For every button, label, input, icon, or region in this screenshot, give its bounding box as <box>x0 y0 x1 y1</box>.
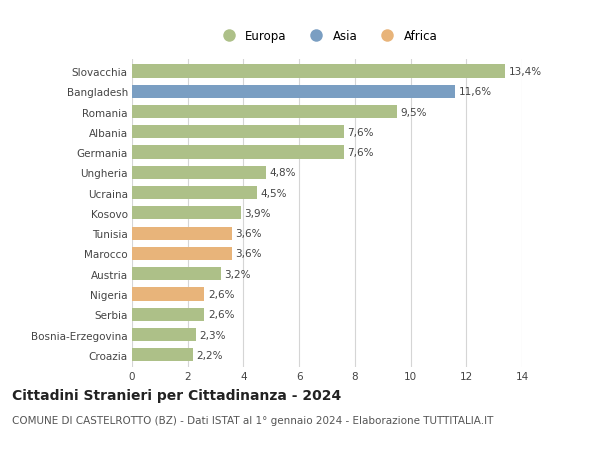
Text: 3,6%: 3,6% <box>236 249 262 259</box>
Legend: Europa, Asia, Africa: Europa, Asia, Africa <box>212 25 442 48</box>
Text: 4,8%: 4,8% <box>269 168 296 178</box>
Bar <box>132 167 266 179</box>
Bar <box>132 308 205 321</box>
Bar <box>132 247 232 260</box>
Text: 3,6%: 3,6% <box>236 229 262 239</box>
Bar <box>132 106 397 119</box>
Bar <box>132 187 257 200</box>
Bar <box>132 146 344 159</box>
Text: 11,6%: 11,6% <box>458 87 491 97</box>
Bar <box>132 227 232 240</box>
Text: 7,6%: 7,6% <box>347 148 374 158</box>
Bar <box>132 268 221 281</box>
Bar <box>132 288 205 301</box>
Text: 7,6%: 7,6% <box>347 128 374 138</box>
Text: 13,4%: 13,4% <box>509 67 542 77</box>
Text: 3,2%: 3,2% <box>224 269 251 279</box>
Text: 3,9%: 3,9% <box>244 208 271 218</box>
Text: COMUNE DI CASTELROTTO (BZ) - Dati ISTAT al 1° gennaio 2024 - Elaborazione TUTTIT: COMUNE DI CASTELROTTO (BZ) - Dati ISTAT … <box>12 415 493 425</box>
Text: 2,6%: 2,6% <box>208 310 234 319</box>
Bar <box>132 207 241 220</box>
Text: 4,5%: 4,5% <box>260 188 287 198</box>
Bar <box>132 126 344 139</box>
Text: 2,2%: 2,2% <box>197 350 223 360</box>
Bar <box>132 348 193 362</box>
Bar <box>132 328 196 341</box>
Bar <box>132 85 455 99</box>
Text: 2,3%: 2,3% <box>199 330 226 340</box>
Text: 9,5%: 9,5% <box>400 107 427 117</box>
Text: Cittadini Stranieri per Cittadinanza - 2024: Cittadini Stranieri per Cittadinanza - 2… <box>12 388 341 402</box>
Text: 2,6%: 2,6% <box>208 289 234 299</box>
Bar <box>132 65 505 78</box>
